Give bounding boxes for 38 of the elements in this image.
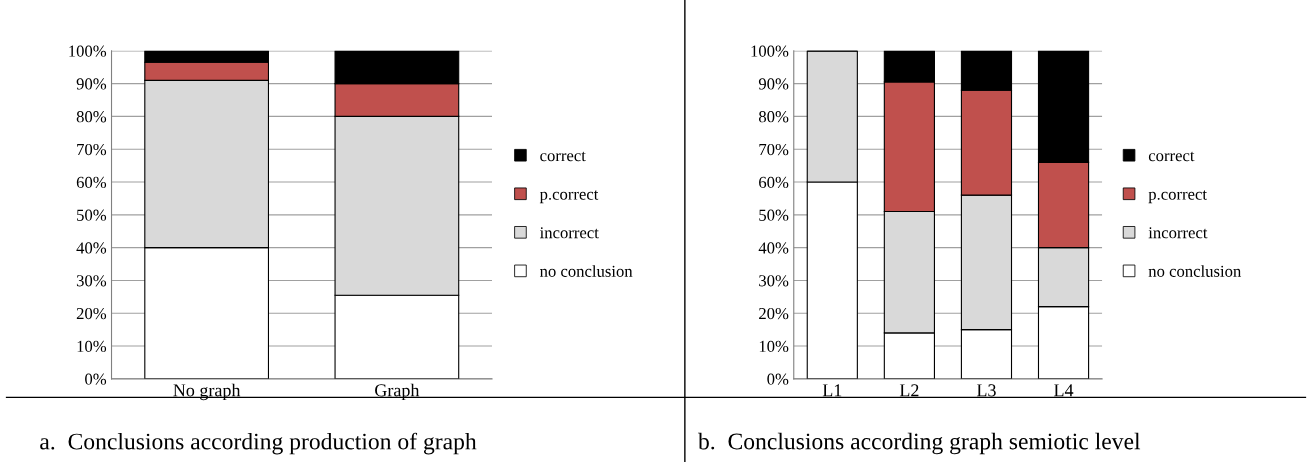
x-tick-label: L3 bbox=[976, 384, 996, 397]
legend-label: incorrect bbox=[539, 227, 599, 239]
x-tick-label: No graph bbox=[173, 383, 241, 401]
legend-label: correct bbox=[540, 151, 586, 162]
legend-label: no conclusion bbox=[1148, 265, 1242, 277]
y-tick-label: 20% bbox=[76, 307, 107, 320]
legend-label: correct bbox=[1148, 151, 1195, 162]
x-tick-label: L1 bbox=[822, 384, 842, 397]
x-tick-label: L4 bbox=[1054, 384, 1074, 397]
text: b. Conclusions according graph semiotic level bbox=[697, 432, 1141, 455]
text: a. Conclusions according production of graph bbox=[40, 432, 477, 455]
y-tick-label: 50% bbox=[759, 209, 789, 221]
y-tick-label: 40% bbox=[758, 242, 789, 254]
y-tick-label: 60% bbox=[76, 176, 107, 189]
y-tick-label: 30% bbox=[759, 275, 789, 287]
y-tick-label: 0% bbox=[85, 373, 107, 385]
y-tick-label: 80% bbox=[76, 111, 107, 123]
legend-label: p.correct bbox=[1148, 190, 1207, 204]
y-tick-label: 70% bbox=[77, 143, 107, 156]
x-tick-label: Graph bbox=[375, 383, 420, 401]
y-tick-label: 100% bbox=[69, 45, 107, 57]
y-tick-label: 40% bbox=[76, 242, 107, 254]
legend-label: no conclusion bbox=[539, 265, 633, 277]
y-tick-label: 10% bbox=[77, 340, 107, 353]
y-tick-label: 100% bbox=[751, 45, 789, 57]
y-tick-label: 90% bbox=[758, 78, 789, 90]
legend-label: incorrect bbox=[1148, 227, 1208, 239]
y-tick-label: 0% bbox=[767, 373, 789, 385]
y-tick-label: 10% bbox=[759, 340, 789, 353]
y-tick-label: 50% bbox=[77, 209, 107, 221]
y-tick-label: 60% bbox=[759, 176, 789, 189]
y-tick-label: 30% bbox=[76, 275, 107, 287]
legend-label: p.correct bbox=[539, 190, 599, 204]
y-tick-label: 90% bbox=[76, 78, 107, 90]
x-tick-label: L2 bbox=[899, 384, 919, 397]
y-tick-label: 70% bbox=[759, 143, 789, 156]
y-tick-label: 80% bbox=[758, 111, 789, 123]
y-tick-label: 20% bbox=[759, 307, 789, 320]
